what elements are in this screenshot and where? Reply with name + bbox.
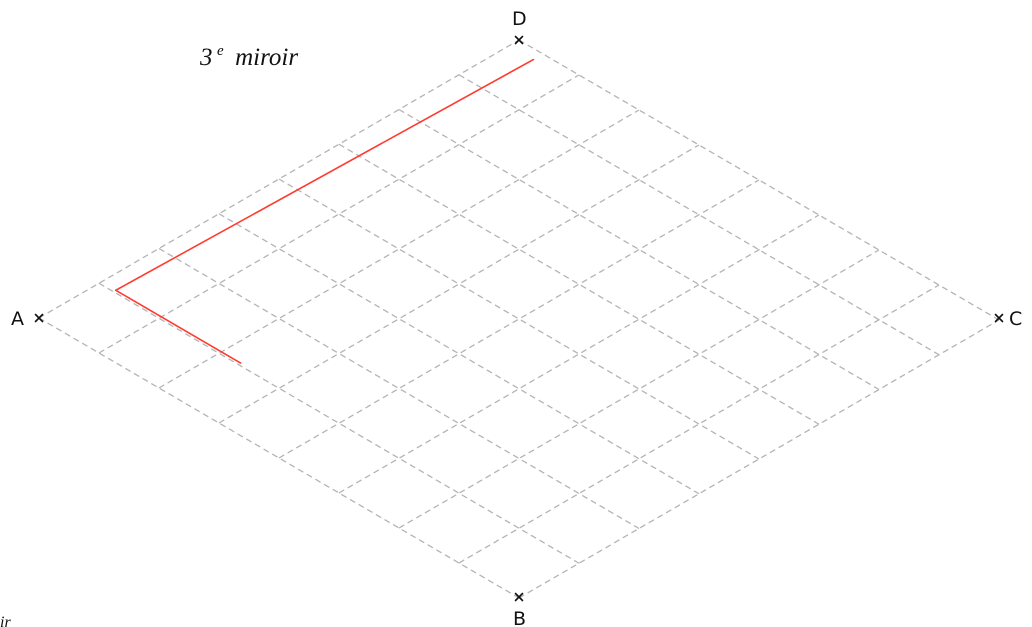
- grid-line-ad-1: [98, 74, 580, 354]
- grid-line-ad-4: [278, 179, 760, 459]
- vertex-label-c: C: [1009, 308, 1022, 330]
- grid-line-ab-4: [278, 178, 760, 460]
- vertex-label-d: D: [512, 8, 527, 30]
- grid-line-ab-0: [38, 317, 520, 599]
- grid-line-ab-7: [458, 74, 940, 356]
- title-word: miroir: [235, 44, 298, 71]
- grid-line-ab-5: [338, 143, 820, 425]
- grid-line-ad-8: [518, 319, 1000, 599]
- corner-fragment-text: ir: [0, 614, 11, 627]
- title-superscript: e: [217, 43, 224, 59]
- grid-line-ab-3: [218, 213, 700, 495]
- grid-line-ab-8: [518, 39, 1000, 321]
- title-number: 3: [199, 44, 213, 71]
- grid-line-ad-7: [458, 284, 940, 564]
- ray-segment-2: [115, 289, 242, 364]
- vertex-c-cross-icon: [994, 313, 1004, 323]
- vertex-a-cross-icon: [34, 313, 44, 323]
- vertex-label-a: A: [11, 308, 24, 330]
- vertex-d-cross-icon: [514, 35, 524, 45]
- grid-line-ad-2: [158, 109, 640, 389]
- light-ray-path: [115, 58, 535, 364]
- ray-segment-1: [115, 58, 535, 292]
- vertex-b-cross-icon: [514, 592, 524, 602]
- diagram-title: 3 e miroir: [199, 42, 298, 71]
- dashed-grid: [38, 39, 1000, 599]
- vertex-markers: [34, 35, 1004, 602]
- grid-line-ab-6: [398, 108, 880, 391]
- grid-line-ad-0: [38, 39, 520, 319]
- grid-line-ad-3: [218, 144, 700, 424]
- grid-line-ad-5: [338, 214, 820, 494]
- grid-line-ab-2: [158, 247, 640, 530]
- vertex-label-b: B: [513, 608, 526, 627]
- grid-line-ad-6: [398, 249, 880, 529]
- grid-line-ab-1: [98, 282, 580, 564]
